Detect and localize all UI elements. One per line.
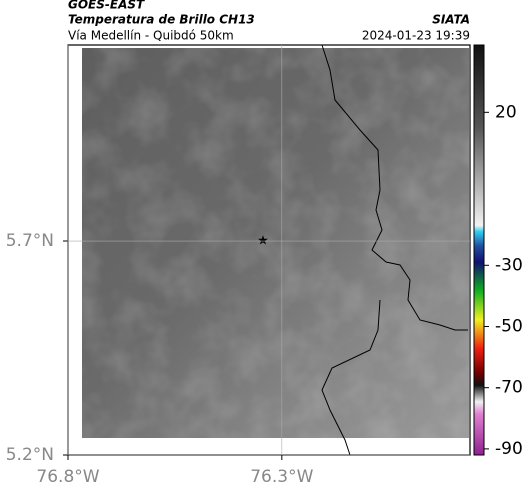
colorbar <box>473 44 485 456</box>
colorbar-tick-label: -50 <box>495 316 523 336</box>
source: GOES-EAST <box>68 0 145 12</box>
credit: SIATA <box>432 13 470 27</box>
lat-tick-label: 5.2°N <box>6 445 54 465</box>
coastline <box>321 299 381 456</box>
product: Temperatura de Brillo CH13 <box>68 13 255 27</box>
lon-tick-label: 76.3°W <box>250 467 313 487</box>
region: Vía Medellín - Quibdó 50km <box>68 29 234 43</box>
map-image: ★ <box>82 44 469 456</box>
datetime: 2024-01-23 19:39 <box>362 29 470 43</box>
imagery-texture <box>82 48 469 438</box>
colorbar-tick-label: -90 <box>495 439 523 459</box>
lat-tick-label: 5.7°N <box>6 231 54 251</box>
colorbar-tick-label: 20 <box>495 102 517 122</box>
border <box>321 44 468 331</box>
colorbar-tick-label: -30 <box>495 255 523 275</box>
lon-tick-label: 76.8°W <box>36 467 99 487</box>
colorbar-tick-label: -70 <box>495 378 523 398</box>
